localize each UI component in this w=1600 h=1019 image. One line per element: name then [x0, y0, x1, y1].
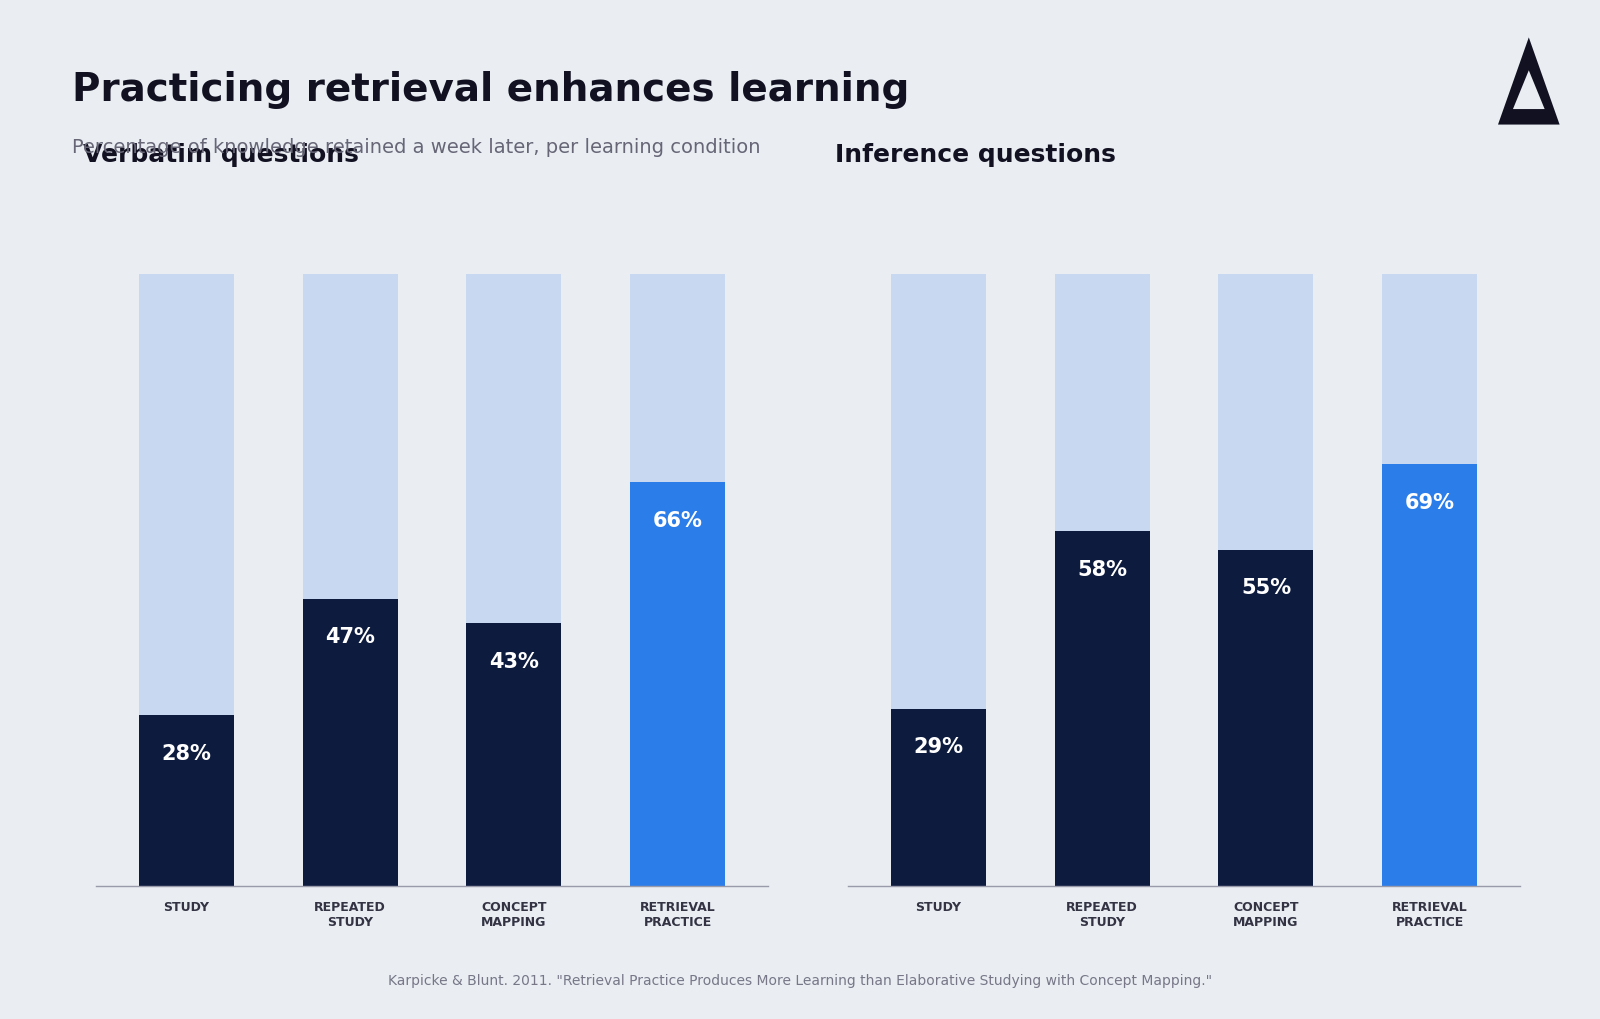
Text: 69%: 69% — [1405, 492, 1454, 513]
Text: 28%: 28% — [162, 743, 211, 763]
Text: 29%: 29% — [914, 737, 963, 757]
Text: Inference questions: Inference questions — [835, 143, 1115, 167]
Bar — [630, 483, 725, 887]
Bar — [302, 599, 397, 887]
Bar — [139, 715, 234, 887]
Text: 66%: 66% — [653, 511, 702, 531]
Bar — [1382, 465, 1477, 887]
Bar — [1382, 275, 1477, 887]
Bar — [467, 275, 562, 887]
Bar — [467, 624, 562, 887]
Bar — [1219, 275, 1314, 887]
Text: 58%: 58% — [1077, 559, 1126, 580]
Polygon shape — [1498, 39, 1560, 125]
Text: Karpicke & Blunt. 2011. "Retrieval Practice Produces More Learning than Elaborat: Karpicke & Blunt. 2011. "Retrieval Pract… — [387, 973, 1213, 987]
Bar — [630, 275, 725, 887]
Bar — [1219, 550, 1314, 887]
Polygon shape — [1514, 71, 1544, 110]
Bar — [302, 275, 397, 887]
Bar — [139, 275, 234, 887]
Bar — [891, 275, 986, 887]
Text: 43%: 43% — [490, 651, 539, 672]
Text: Percentage of knowledge retained a week later, per learning condition: Percentage of knowledge retained a week … — [72, 138, 760, 157]
Text: 55%: 55% — [1242, 578, 1291, 598]
Text: 47%: 47% — [325, 627, 374, 647]
Text: Verbatim questions: Verbatim questions — [83, 143, 358, 167]
Bar — [891, 709, 986, 887]
Bar — [1054, 275, 1149, 887]
Text: Practicing retrieval enhances learning: Practicing retrieval enhances learning — [72, 71, 909, 109]
Bar — [1054, 532, 1149, 887]
